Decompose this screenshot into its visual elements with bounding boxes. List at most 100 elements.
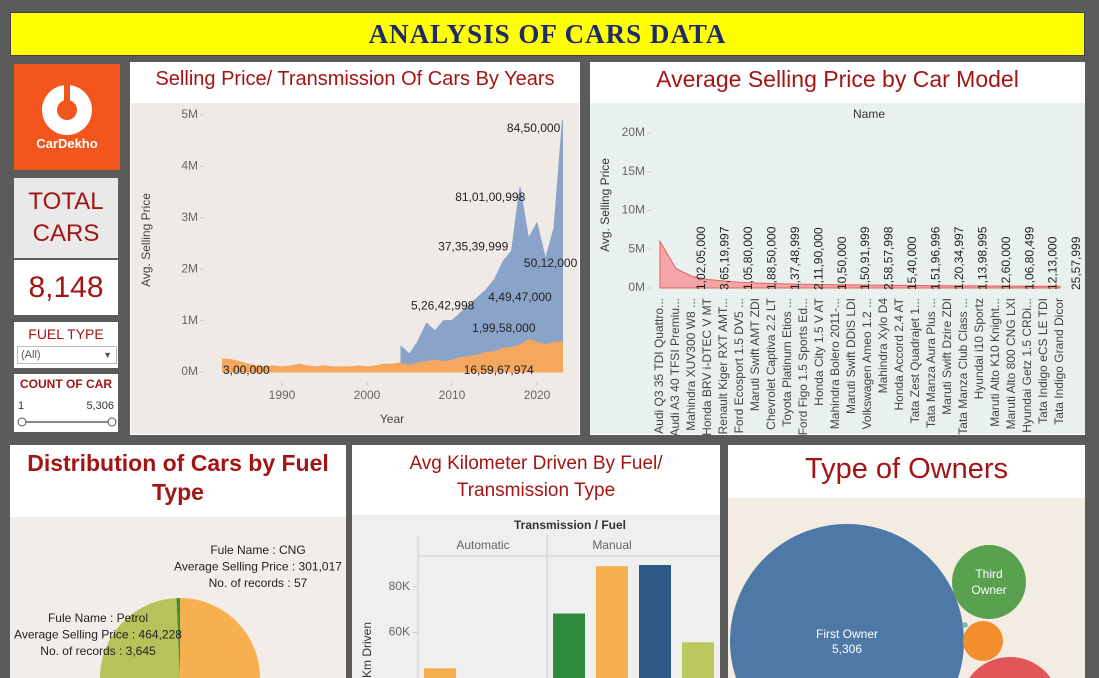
x-tick-label: Honda BRV i-DTEC V MT (700, 297, 714, 435)
header: Transmission / Fuel (514, 518, 626, 532)
x-tick-label: Hyundai i10 Sportz (972, 298, 986, 399)
y-tick-label: 60K (389, 625, 410, 639)
slider-handle (107, 417, 117, 427)
count-filter: COUNT OF CAR 1 5,306 (14, 374, 118, 432)
x-tick-label: Ford Ecosport 1.5 DV5 ... (732, 298, 746, 433)
annotation: 1,20,34,997 (952, 226, 966, 290)
tooltip-line: Fule Name : CNG (210, 543, 305, 557)
x-tick-label: Audi Q3 35 TDI Quattro... (652, 298, 666, 434)
x-tick-label: 2000 (354, 388, 381, 402)
bubble-label: First Owner (815, 627, 878, 641)
annotation: 1,13,98,995 (975, 226, 989, 290)
bar (424, 668, 456, 678)
annotation: 1,02,05,000 (694, 226, 708, 290)
slider-max: 5,306 (86, 400, 114, 412)
x-tick-label: 2020 (524, 388, 551, 402)
bubble (962, 622, 968, 628)
pane-label: Manual (592, 538, 631, 552)
x-tick-label: Maruti Swift AMT ZDI (748, 298, 762, 411)
annotation: 1,05,80,000 (741, 226, 755, 290)
x-tick-label: Maruti Swift Dzire ZDI (940, 298, 954, 415)
y-tick-label: 2M (181, 261, 198, 275)
annotation: 81,01,00,998 (455, 190, 525, 204)
x-tick-label: 2010 (439, 388, 466, 402)
bubble (952, 545, 1026, 619)
area (400, 120, 563, 365)
kpi-label: TOTAL CARS (28, 188, 104, 247)
x-tick-label: Tata Indigo Grand Dicor (1052, 298, 1066, 425)
pane-label: Automatic (456, 538, 509, 552)
bubble (963, 621, 1003, 661)
logo: CarDekho (14, 64, 120, 170)
annotation: 3,65,19,997 (718, 226, 732, 290)
annotation: 5,26,42,998 (411, 298, 475, 312)
x-tick-label: Tata Zest Quadrajet 1... (908, 298, 922, 423)
annotation: 1,50,91,999 (858, 226, 872, 290)
chart-title: Selling Price/ Transmission Of Cars By Y… (155, 68, 555, 90)
area (222, 338, 563, 373)
annotation: 3,00,000 (223, 363, 270, 377)
logo-text: CarDekho (36, 136, 98, 151)
logo-icon (42, 85, 92, 135)
x-tick-label: Honda City 1.5 V AT (812, 297, 826, 406)
x-tick-label: Mahindra Bolero 2011-... (828, 298, 842, 429)
dashboard-title: ANALYSIS OF CARS DATA (368, 18, 727, 49)
bubble-value: 5,306 (831, 642, 863, 656)
tooltip-line: No. of records : 57 (209, 576, 308, 590)
y-tick-label: 3M (181, 210, 198, 224)
bar (596, 566, 628, 678)
y-tick-label: 0M (181, 364, 198, 378)
x-axis-title: Year (380, 412, 404, 426)
pie-slice (176, 598, 180, 678)
x-tick-label: Maruti Alto 800 CNG LXI (1004, 298, 1018, 429)
x-tick-label: Tata Manza Club Class ... (956, 298, 970, 435)
fuel-filter: FUEL TYPE (All) ▼ (14, 322, 118, 368)
area (659, 239, 1061, 289)
slider-min: 1 (18, 400, 25, 412)
y-tick-label: 10M (622, 203, 645, 217)
slider-handle (17, 417, 27, 427)
y-axis-title: Avg. Selling Price (139, 193, 153, 287)
pie-slice (100, 598, 180, 678)
y-tick-label: 5M (181, 107, 198, 121)
pie-slice (180, 598, 260, 678)
annotation: 1,88,50,000 (764, 226, 778, 290)
annotation: 25,57,999 (1069, 236, 1083, 290)
kpi-label-box: TOTAL CARS (14, 178, 118, 258)
filter-dropdown[interactable]: (All) ▼ (17, 346, 117, 364)
x-tick-label: Ford Figo 1.5 Sports Ed... (796, 298, 810, 435)
x-tick-label: Renault Kiger RXT AMT... (716, 298, 730, 435)
annotation: 10,50,000 (835, 236, 849, 290)
chart-title: Type of Owners (804, 453, 1009, 485)
x-axis-title: Name (853, 107, 885, 121)
bar (682, 642, 714, 678)
annotation: 15,40,000 (905, 236, 919, 290)
y-tick-label: 15M (622, 164, 645, 178)
title-bar: ANALYSIS OF CARS DATA (10, 12, 1085, 56)
filter-value: (All) (21, 349, 41, 361)
y-tick-label: 4M (181, 159, 198, 173)
annotation: 1,99,58,000 (472, 321, 536, 335)
slider[interactable] (14, 414, 118, 430)
tooltip-line: Fule Name : Petrol (48, 611, 148, 625)
annotation: 2,11,90,000 (811, 227, 825, 290)
x-tick-label: Mahindra Xylo D4 (876, 298, 890, 394)
x-tick-label: Maruti Alto K10 Knight... (988, 298, 1002, 427)
x-tick-label: Maruti Swift DDiS LDI (844, 298, 858, 414)
annotation: 1,06,80,499 (1022, 226, 1036, 290)
x-tick-label: 1990 (269, 388, 296, 402)
x-tick-label: Audi A3 40 TFSI Premiu... (668, 298, 682, 437)
chart-title: Distribution of Cars by Fuel Type (27, 450, 329, 505)
y-tick-label: 1M (181, 313, 198, 327)
x-tick-label: Hyundai Getz 1.5 CRDi... (1020, 298, 1034, 433)
x-tick-label: Tata Manza Aura Plus ... (924, 298, 938, 428)
annotation: 1,51,96,996 (929, 226, 943, 290)
annotation: 1,37,48,999 (788, 226, 802, 290)
kpi-value-box: 8,148 (14, 260, 118, 315)
kpi-value: 8,148 (28, 270, 104, 304)
annotation: 4,49,47,000 (488, 290, 552, 304)
x-tick-label: Volkswagen Ameo 1.2 ... (860, 298, 874, 429)
